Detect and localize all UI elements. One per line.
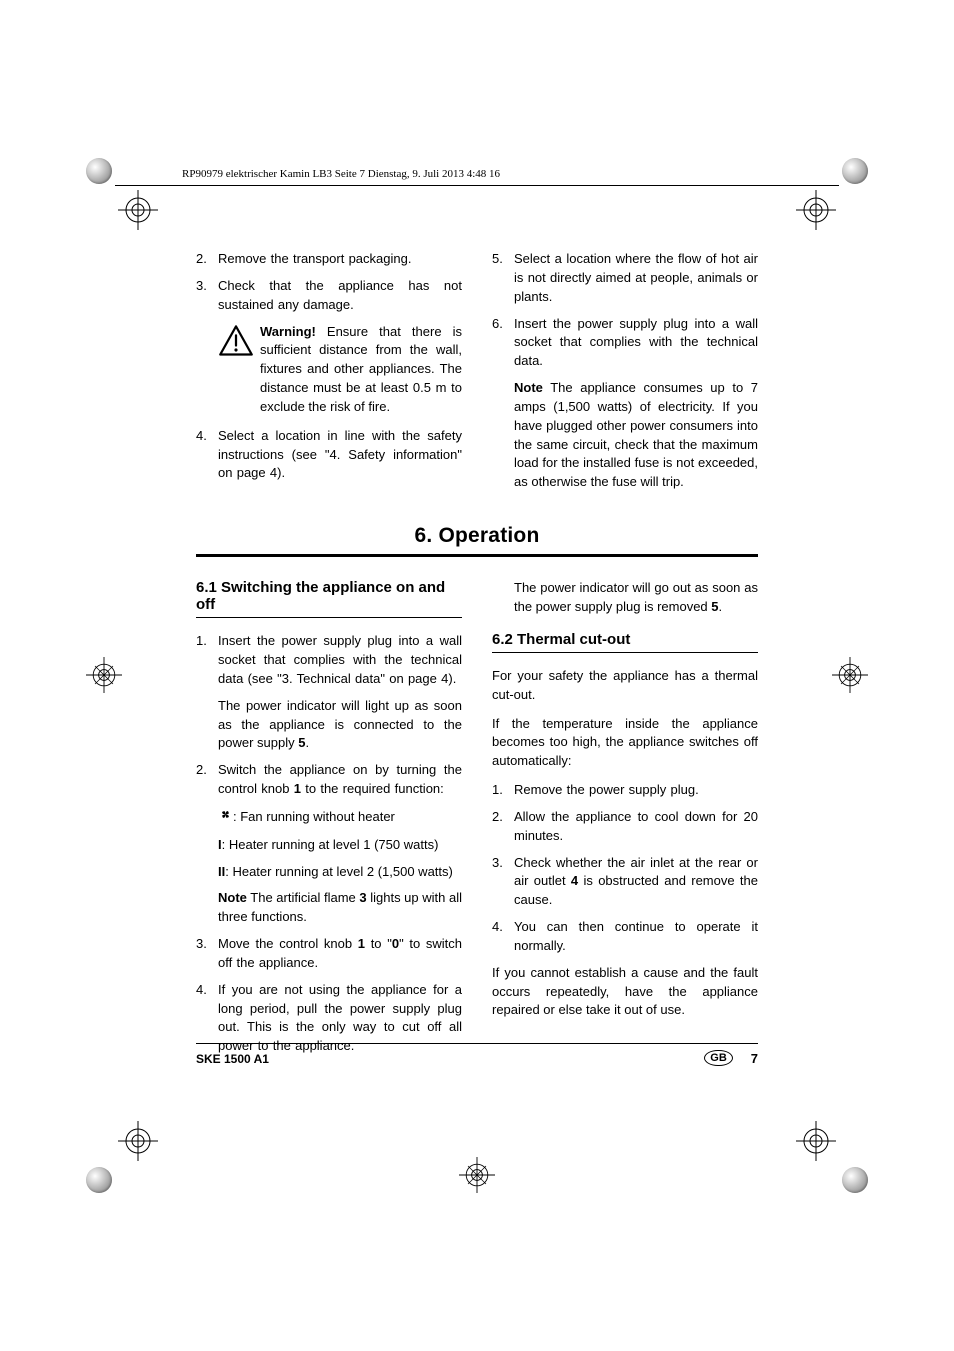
list-number: 4. [492,918,514,956]
subsection-title: 6.2 Thermal cut-out [492,631,758,648]
list-text: You can then continue to operate it norm… [514,918,758,956]
list-number: 6. [492,315,514,372]
paragraph: For your safety the appliance has a ther… [492,667,758,705]
list-item: 3. Move the control knob 1 to "0" to swi… [196,935,462,973]
list-item: 2. Switch the appliance on by turning th… [196,761,462,799]
warning-icon [218,323,260,417]
list-number: 1. [196,632,218,689]
regmark-bl [118,1121,158,1161]
regmark-br [796,1121,836,1161]
regmark-tl [118,190,158,230]
subsection-rule [196,617,462,618]
list-item: 3. Check whether the air inlet at the re… [492,854,758,911]
list-text: Check whether the air inlet at the rear … [514,854,758,911]
regmark-right [832,657,868,693]
function-level2: II: Heater running at level 2 (1,500 wat… [218,863,462,882]
list-item: 1. Insert the power supply plug into a w… [196,632,462,689]
list-number: 3. [196,935,218,973]
list-text: Check that the appliance has not sustain… [218,277,462,315]
list-item: 4. Select a location in line with the sa… [196,427,462,484]
list-text: Select a location in line with the safet… [218,427,462,484]
footer-rule [196,1043,758,1044]
regmark-bottom [459,1157,495,1193]
header-rule [115,185,839,186]
section-left-column: 6.1 Switching the appliance on and off 1… [196,579,462,1064]
section-title: 6. Operation [196,524,758,548]
note-block: Note The appliance consumes up to 7 amps… [514,379,758,492]
note-flame: Note The artificial flame 3 lights up wi… [218,889,462,927]
print-header: RP90979 elektrischer Kamin LB3 Seite 7 D… [182,168,500,180]
regmark-left [86,657,122,693]
page-content: 2. Remove the transport packaging. 3. Ch… [196,250,758,1064]
corner-dot-tl [86,158,112,184]
upper-left-column: 2. Remove the transport packaging. 3. Ch… [196,250,462,492]
list-number: 3. [492,854,514,911]
function-fan: : Fan running without heater [218,807,462,828]
list-text: Insert the power supply plug into a wall… [218,632,462,689]
list-item: 2. Allow the appliance to cool down for … [492,808,758,846]
corner-dot-bl [86,1167,112,1193]
list-text: Switch the appliance on by turning the c… [218,761,462,799]
corner-dot-br [842,1167,868,1193]
subsection-title: 6.1 Switching the appliance on and off [196,579,462,613]
list-text: Remove the power supply plug. [514,781,758,800]
list-text: Move the control knob 1 to "0" to switch… [218,935,462,973]
section-right-column: The power indicator will go out as soon … [492,579,758,1064]
continuation-text: The power indicator will go out as soon … [514,579,758,617]
list-item: 4. You can then continue to operate it n… [492,918,758,956]
list-number: 3. [196,277,218,315]
list-number: 1. [492,781,514,800]
regmark-tr [796,190,836,230]
subsection-rule [492,652,758,653]
list-text: Select a location where the flow of hot … [514,250,758,307]
footer-right: GB 7 [704,1050,758,1066]
list-number: 5. [492,250,514,307]
list-item: 2. Remove the transport packaging. [196,250,462,269]
list-text: Remove the transport packaging. [218,250,462,269]
page-number: 7 [751,1051,758,1066]
paragraph: If you cannot establish a cause and the … [492,964,758,1021]
list-item: 6. Insert the power supply plug into a w… [492,315,758,372]
warning-block: Warning! Ensure that there is sufficient… [218,323,462,417]
list-subtext: The power indicator will light up as soo… [218,697,462,754]
region-badge: GB [704,1050,733,1066]
list-text: Allow the appliance to cool down for 20 … [514,808,758,846]
paragraph: If the temperature inside the appliance … [492,715,758,772]
list-item: 4. If you are not using the appliance fo… [196,981,462,1056]
list-text: If you are not using the appliance for a… [218,981,462,1056]
footer-model: SKE 1500 A1 [196,1052,269,1066]
warning-text: Warning! Ensure that there is sufficient… [260,323,462,417]
list-item: 3. Check that the appliance has not sust… [196,277,462,315]
section-rule [196,554,758,557]
list-item: 1. Remove the power supply plug. [492,781,758,800]
list-number: 2. [492,808,514,846]
list-number: 4. [196,427,218,484]
list-item: 5. Select a location where the flow of h… [492,250,758,307]
list-number: 4. [196,981,218,1056]
list-text: Insert the power supply plug into a wall… [514,315,758,372]
function-level1: I: Heater running at level 1 (750 watts) [218,836,462,855]
corner-dot-tr [842,158,868,184]
fan-icon [218,807,233,828]
list-number: 2. [196,761,218,799]
list-number: 2. [196,250,218,269]
upper-right-column: 5. Select a location where the flow of h… [492,250,758,492]
